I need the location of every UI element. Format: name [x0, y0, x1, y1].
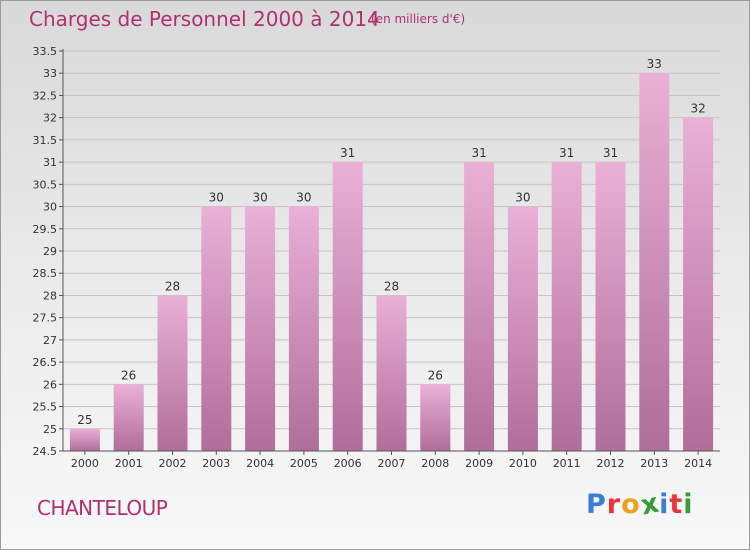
y-tick-label: 28.5 — [33, 267, 58, 280]
data-label: 30 — [296, 191, 311, 205]
x-tick-label: 2005 — [290, 457, 318, 470]
bar — [376, 295, 407, 451]
x-tick-label: 2013 — [640, 457, 668, 470]
bar — [69, 428, 100, 451]
bar — [639, 73, 670, 451]
bar — [683, 117, 714, 452]
data-label: 30 — [209, 191, 224, 205]
y-tick-label: 28 — [43, 289, 57, 302]
bars — [69, 73, 714, 452]
y-tick-label: 32.5 — [33, 89, 58, 102]
bar — [157, 295, 188, 451]
y-tick-label: 27 — [43, 334, 57, 347]
bar — [113, 384, 144, 451]
x-tick-label: 2010 — [509, 457, 537, 470]
logo-letter: i — [659, 489, 670, 520]
bar — [288, 206, 319, 451]
x-tick-label: 2004 — [246, 457, 274, 470]
y-tick-label: 24.5 — [33, 445, 58, 458]
data-label: 26 — [428, 368, 443, 382]
bar — [595, 162, 626, 451]
proxiti-logo: Proxiti — [586, 487, 694, 521]
commune-name: CHANTELOUP — [37, 496, 168, 520]
logo-letter: r — [606, 489, 622, 520]
bar — [507, 206, 538, 451]
y-tick-label: 33 — [43, 67, 57, 80]
bar — [420, 384, 451, 451]
bar — [245, 206, 276, 451]
chart-title: Charges de Personnel 2000 à 2014 — [29, 7, 380, 31]
data-label: 31 — [471, 146, 486, 160]
y-tick-label: 30 — [43, 201, 57, 214]
chart-subtitle: (en milliers d'€) — [371, 12, 466, 26]
x-tick-label: 2008 — [421, 457, 449, 470]
y-tick-label: 25 — [43, 423, 57, 436]
x-tick-label: 2014 — [684, 457, 712, 470]
x-tick-label: 2000 — [71, 457, 99, 470]
data-label: 28 — [384, 279, 399, 293]
logo-letter: o — [621, 489, 641, 520]
x-tick-label: 2002 — [159, 457, 187, 470]
bar — [464, 162, 495, 451]
x-tick-label: 2012 — [597, 457, 625, 470]
x-tick-label: 2001 — [115, 457, 143, 470]
logo-letter: P — [586, 489, 607, 520]
data-label: 32 — [690, 102, 705, 116]
y-tick-label: 26.5 — [33, 356, 58, 369]
x-tick-label: 2003 — [202, 457, 230, 470]
y-tick-label: 30.5 — [33, 178, 58, 191]
x-tick-label: 2006 — [334, 457, 362, 470]
data-label: 30 — [515, 191, 530, 205]
data-label: 25 — [77, 413, 92, 427]
y-tick-label: 31 — [43, 156, 57, 169]
y-tick-label: 29.5 — [33, 223, 58, 236]
labels: 24.5 25 25.5 26 26.5 27 27.5 28 28.5 29 29.5 30 30.5… — [33, 45, 713, 470]
y-tick-label: 29 — [43, 245, 57, 258]
x-tick-label: 2009 — [465, 457, 493, 470]
y-tick-label: 32 — [43, 112, 57, 125]
y-tick-label: 26 — [43, 378, 57, 391]
data-label: 31 — [340, 146, 355, 160]
bar — [332, 162, 363, 451]
y-tick-label: 33.5 — [33, 45, 58, 58]
data-label: 28 — [165, 279, 180, 293]
y-tick-label: 25.5 — [33, 401, 58, 414]
data-label: 26 — [121, 368, 136, 382]
x-tick-label: 2011 — [553, 457, 581, 470]
bar — [551, 162, 582, 451]
data-label: 31 — [603, 146, 618, 160]
data-label: 30 — [252, 191, 267, 205]
data-label: 33 — [647, 57, 662, 71]
y-tick-label: 27.5 — [33, 312, 58, 325]
logo-letter: i — [683, 489, 694, 520]
data-label: 31 — [559, 146, 574, 160]
bar — [201, 206, 232, 451]
logo-letter: t — [669, 489, 684, 520]
x-tick-label: 2007 — [378, 457, 406, 470]
y-tick-label: 31.5 — [33, 134, 58, 147]
axes — [59, 49, 720, 455]
